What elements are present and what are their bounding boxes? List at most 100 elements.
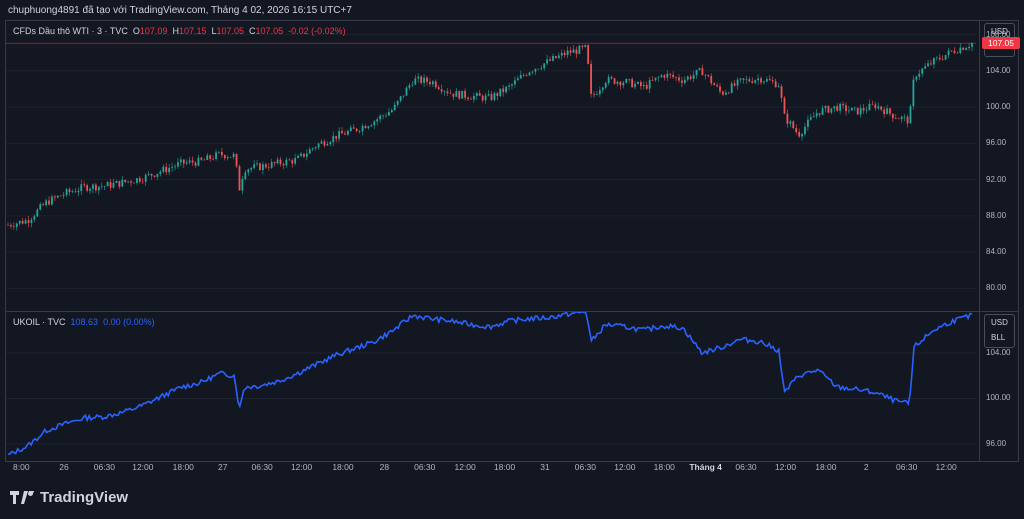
candle-body [874,104,877,109]
candle-body [563,52,566,56]
candle-body [297,156,299,158]
candle-body [531,71,534,73]
candle-body [45,200,47,206]
candle-body [713,83,716,86]
unit-selector-comparison[interactable]: USD BLL [984,314,1015,348]
candle-body [598,90,601,95]
candle-body [912,79,915,107]
candle-body [358,131,361,132]
unit-currency: USD [991,318,1008,327]
candle-body [92,184,94,189]
candle-body [478,93,481,96]
candle-body [648,80,651,89]
candle-body [56,195,59,198]
x-tick-label: 18:00 [815,462,837,472]
candle-body [947,50,950,56]
candle-body [408,85,411,88]
candle-body [220,151,223,156]
low-label: L [211,26,217,36]
y-tick-label: 100.00 [986,393,1011,403]
candle-body [918,73,921,77]
candle-body [965,48,968,50]
candle-body [930,63,932,65]
candle-body [305,153,308,157]
comparison-last-value: 108.63 [70,317,99,327]
candle-body [437,87,440,90]
x-tick-label: 06:30 [735,462,757,472]
candle-body [405,87,408,96]
candle-body [153,175,156,177]
x-tick-label: 28 [379,462,390,472]
candle-body [505,86,508,93]
candle-body [95,184,97,191]
candle-body [722,91,724,95]
open-label: O [132,26,140,36]
comparison-plot-area[interactable] [6,312,980,461]
candle-body [511,84,513,86]
candle-body [590,63,592,94]
candle-body [921,68,924,74]
candle-body [742,78,745,80]
x-tick-label: 06:30 [251,462,273,472]
candle-body [566,50,569,56]
candle-body [883,109,885,115]
candle-body [487,94,490,96]
comparison-panel[interactable]: UKOIL · TVC 108.63 0.00 (0.00%) USD BLL … [5,312,1019,462]
candle-body [657,77,660,78]
candle-body [891,113,894,119]
candle-body [757,78,760,81]
close-value: 107.05 [255,26,284,36]
candle-body [637,81,639,84]
candle-body [639,81,642,87]
candle-body [850,107,853,111]
candle-body [686,76,689,80]
candle-body [824,106,827,109]
candle-body [924,66,927,69]
candle-body [226,157,229,159]
candle-body [417,76,420,79]
candle-body [194,162,197,166]
candle-body [341,130,343,134]
high-value: 107.15 [178,26,207,36]
candle-body [431,81,434,85]
x-tick-label: 12:00 [290,462,313,472]
candle-body [346,131,349,135]
candle-body [420,76,423,83]
x-tick-label: 18:00 [332,462,354,472]
unit-measure: BLL [991,333,1006,342]
candle-body [660,75,663,78]
candle-body [856,107,859,115]
candle-body [950,50,953,52]
tradingview-logo[interactable]: TradingView [10,489,128,506]
candle-body [956,52,959,54]
candle-body [678,77,680,81]
candle-body [853,107,856,109]
candle-body [223,155,226,159]
candle-body [818,113,821,115]
candle-body [848,110,850,112]
candle-body [968,46,970,49]
candle-body [672,74,675,78]
time-axis[interactable]: 8:00 26 06:30 12:00 18:00 27 06:30 12:00 18:00 28… [5,462,979,476]
y-tick-label: 96.00 [986,438,1007,448]
candle-body [344,133,346,135]
candle-body [801,134,803,137]
candle-body [179,159,182,163]
candle-body [370,125,373,127]
candle-body [267,167,270,168]
candle-body [935,57,938,59]
x-tick-label: 8:00 [13,462,30,472]
candle-body [827,106,830,113]
candle-body [388,112,390,116]
candle-body [464,90,466,98]
candle-body [522,75,525,76]
candle-body [581,45,584,47]
candle-body [537,68,540,70]
main-price-panel[interactable]: CFDs Dầu thô WTI · 3 · TVC O107.09 H107.… [5,20,1020,312]
candle-body [144,174,147,182]
candle-body [716,85,718,87]
candle-body [897,118,900,120]
main-plot-area[interactable] [6,21,980,311]
candle-body [710,76,713,84]
candle-body [118,180,121,187]
